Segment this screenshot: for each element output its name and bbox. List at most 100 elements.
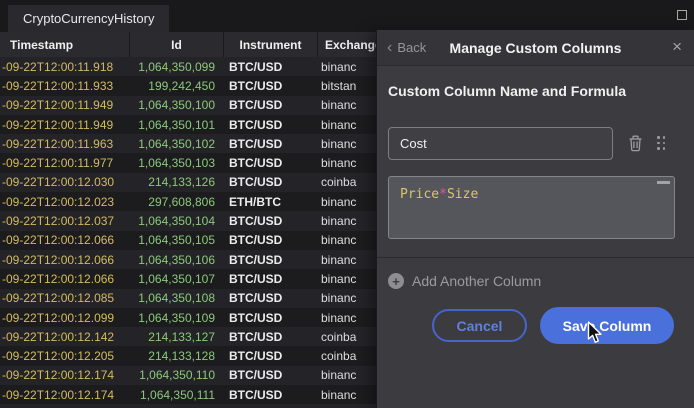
cell-exchange: binanc <box>321 368 357 383</box>
tab-bar: CryptoCurrencyHistory <box>0 0 694 32</box>
cancel-button[interactable]: Cancel <box>432 309 527 342</box>
column-header-id[interactable]: Id <box>130 32 224 57</box>
column-name-input[interactable] <box>388 127 613 160</box>
cell-id: 297,608,806 <box>148 194 215 209</box>
cell-instrument: BTC/USD <box>229 368 283 383</box>
formula-identifier: Size <box>446 187 479 202</box>
cell-exchange: coinba <box>321 349 357 364</box>
cell-timestamp: -09-22T12:00:11.963 <box>2 136 114 151</box>
cell-timestamp: -09-22T12:00:12.066 <box>2 271 115 286</box>
tab-title: CryptoCurrencyHistory <box>23 11 155 26</box>
cell-timestamp: -09-22T12:00:12.030 <box>2 175 115 190</box>
cell-instrument: BTC/USD <box>229 59 283 74</box>
cell-exchange: binanc <box>318 404 694 408</box>
cell-id: 1,064,350,101 <box>138 117 215 132</box>
cell-instrument: BTC/USD <box>229 156 283 171</box>
cell-timestamp: -09-22T12:00:11.918 <box>2 59 114 74</box>
cell-id: 214,133,128 <box>148 349 215 364</box>
cell-instrument: BTC/USD <box>229 78 283 93</box>
cell-exchange: coinba <box>321 175 357 190</box>
cell-timestamp: -09-22T12:00:12.231 <box>0 404 130 408</box>
cell-exchange: binanc <box>321 310 357 325</box>
cell-instrument: BTC/USD <box>229 310 283 325</box>
cell-id: 1,064,350,106 <box>138 252 215 267</box>
add-another-column-label: Add Another Column <box>412 273 542 289</box>
drag-handle-icon[interactable] <box>657 136 667 151</box>
formula-editor[interactable]: Price*Size <box>388 176 675 239</box>
cell-exchange: binanc <box>321 291 357 306</box>
add-another-column-button[interactable]: + Add Another Column <box>388 273 683 289</box>
cell-timestamp: -09-22T12:00:12.205 <box>2 349 115 364</box>
cell-exchange: binanc <box>321 59 357 74</box>
cell-exchange: binanc <box>321 136 357 151</box>
cell-id: 1,064,350,107 <box>138 271 215 286</box>
column-header-instrument[interactable]: Instrument <box>224 32 318 57</box>
cell-timestamp: -09-22T12:00:11.933 <box>2 78 114 93</box>
cell-timestamp: -09-22T12:00:12.174 <box>2 368 115 383</box>
cell-instrument: BTC/USD <box>229 175 283 190</box>
cell-exchange: binanc <box>321 194 357 209</box>
cell-timestamp: -09-22T12:00:12.066 <box>2 233 115 248</box>
cell-timestamp: -09-22T12:00:11.977 <box>2 156 114 171</box>
cell-timestamp: -09-22T12:00:12.174 <box>2 387 115 402</box>
cell-id: 1,064,350,111 <box>140 387 215 402</box>
cell-id: 1,064,350,108 <box>138 291 215 306</box>
save-column-button[interactable]: Save Column <box>540 307 674 344</box>
cell-timestamp: -09-22T12:00:11.949 <box>2 117 114 132</box>
table-row[interactable]: -09-22T12:00:12.205 214,133,128 BTC/USD … <box>0 346 694 366</box>
cell-instrument: BTC/USD <box>229 329 283 344</box>
cell-instrument: BTC/USD <box>229 98 283 113</box>
tab-cryptocurrencyhistory[interactable]: CryptoCurrencyHistory <box>8 5 170 32</box>
cell-timestamp: -09-22T12:00:12.023 <box>2 194 115 209</box>
column-header-timestamp[interactable]: Timestamp <box>0 32 130 57</box>
cell-instrument: BTC/USD <box>224 404 318 408</box>
cell-instrument: ETH/BTC <box>229 194 281 209</box>
back-button[interactable]: ‹ Back <box>377 38 427 56</box>
cell-exchange: binanc <box>321 387 357 402</box>
cell-id: 1,064,350,099 <box>138 59 215 74</box>
cell-id: 1,064,350,105 <box>138 233 215 248</box>
chevron-left-icon: ‹ <box>387 38 393 56</box>
trash-icon <box>629 135 641 152</box>
cell-id: 214,133,127 <box>148 329 215 344</box>
cell-id: 1,064,350,103 <box>138 156 215 171</box>
back-label: Back <box>397 40 427 55</box>
cell-id: 199,242,450 <box>148 78 215 93</box>
cell-id: 1,064,350,112 <box>130 404 224 408</box>
cell-timestamp: -09-22T12:00:11.949 <box>2 98 114 113</box>
cell-exchange: binanc <box>321 156 357 171</box>
panel-actions: Cancel Save Column <box>388 307 683 344</box>
cell-exchange: binanc <box>321 271 357 286</box>
cell-exchange: binanc <box>321 252 357 267</box>
cell-id: 1,064,350,100 <box>138 98 215 113</box>
cell-id: 1,064,350,110 <box>139 368 215 383</box>
cell-timestamp: -09-22T12:00:12.037 <box>2 214 115 229</box>
cell-instrument: BTC/USD <box>229 387 283 402</box>
cell-timestamp: -09-22T12:00:12.085 <box>2 291 115 306</box>
delete-column-button[interactable] <box>626 135 644 153</box>
column-header-exchange[interactable]: Exchange <box>325 37 382 52</box>
cell-id: 1,064,350,104 <box>138 214 215 229</box>
cell-id: 1,064,350,102 <box>138 136 215 151</box>
close-icon[interactable]: × <box>672 37 682 56</box>
column-name-row <box>388 127 683 160</box>
cell-id: 1,064,350,109 <box>138 310 215 325</box>
formula-operator: * <box>439 187 447 202</box>
cell-instrument: BTC/USD <box>229 252 283 267</box>
window-square-icon[interactable] <box>677 10 687 20</box>
cell-instrument: BTC/USD <box>229 117 283 132</box>
divider <box>377 257 694 258</box>
table-row[interactable]: -09-22T12:00:12.231 1,064,350,112 BTC/US… <box>0 404 694 408</box>
manage-custom-columns-panel: ‹ Back Manage Custom Columns × Custom Co… <box>376 30 694 408</box>
cell-exchange: binanc <box>321 233 357 248</box>
panel-header: ‹ Back Manage Custom Columns × <box>377 30 694 66</box>
cell-exchange: binanc <box>321 214 357 229</box>
cell-exchange: coinba <box>321 329 357 344</box>
scrollbar-thumb[interactable] <box>657 181 670 184</box>
cell-instrument: BTC/USD <box>229 271 283 286</box>
section-heading: Custom Column Name and Formula <box>388 83 627 99</box>
cell-instrument: BTC/USD <box>229 291 283 306</box>
cell-instrument: BTC/USD <box>229 214 283 229</box>
formula-identifier: Price <box>400 187 440 202</box>
cell-instrument: BTC/USD <box>229 349 283 364</box>
